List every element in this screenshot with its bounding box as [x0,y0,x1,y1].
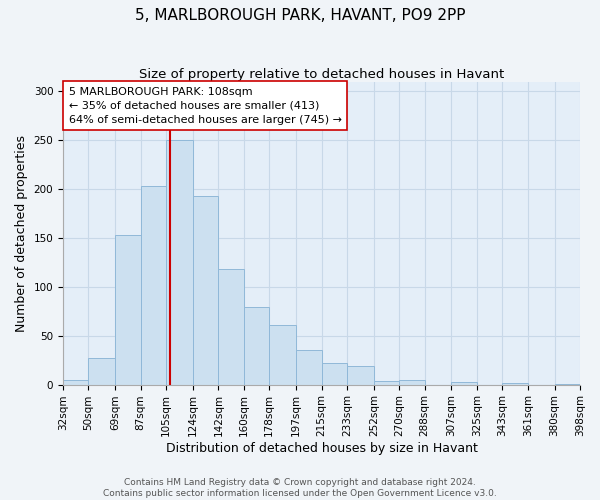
Bar [451,382,477,384]
Y-axis label: Number of detached properties: Number of detached properties [15,134,28,332]
Bar [115,235,141,384]
Bar [88,358,115,384]
Bar [347,366,374,384]
Bar [374,380,399,384]
Bar [269,325,296,384]
Bar [166,140,193,384]
Title: Size of property relative to detached houses in Havant: Size of property relative to detached ho… [139,68,504,80]
Bar [193,196,218,384]
Bar [244,308,269,384]
Bar [141,186,166,384]
Text: 5 MARLBOROUGH PARK: 108sqm
← 35% of detached houses are smaller (413)
64% of sem: 5 MARLBOROUGH PARK: 108sqm ← 35% of deta… [68,86,341,124]
Bar [502,382,528,384]
Bar [296,350,322,384]
Bar [63,380,88,384]
Text: 5, MARLBOROUGH PARK, HAVANT, PO9 2PP: 5, MARLBOROUGH PARK, HAVANT, PO9 2PP [135,8,465,22]
Text: Contains HM Land Registry data © Crown copyright and database right 2024.
Contai: Contains HM Land Registry data © Crown c… [103,478,497,498]
Bar [322,363,347,384]
X-axis label: Distribution of detached houses by size in Havant: Distribution of detached houses by size … [166,442,478,455]
Bar [399,380,425,384]
Bar [218,270,244,384]
